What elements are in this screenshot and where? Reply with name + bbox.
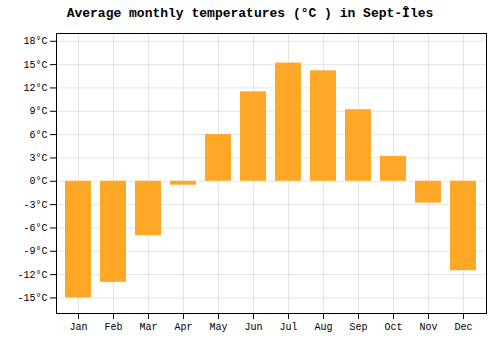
svg-text:Aug: Aug bbox=[314, 322, 332, 333]
svg-text:Apr: Apr bbox=[174, 322, 192, 333]
svg-text:-6°C: -6°C bbox=[23, 223, 47, 234]
svg-text:Dec: Dec bbox=[454, 322, 472, 333]
svg-text:Nov: Nov bbox=[419, 322, 437, 333]
svg-text:15°C: 15°C bbox=[23, 60, 47, 71]
svg-text:Oct: Oct bbox=[384, 322, 402, 333]
svg-text:May: May bbox=[209, 322, 227, 333]
svg-text:-3°C: -3°C bbox=[23, 200, 47, 211]
svg-text:-9°C: -9°C bbox=[23, 246, 47, 257]
svg-text:12°C: 12°C bbox=[23, 83, 47, 94]
html-text:Average monthly temperatures (: Average monthly temperatures (°C ) in Se… bbox=[66, 6, 434, 21]
svg-text:18°C: 18°C bbox=[23, 36, 47, 47]
svg-text:-12°C: -12°C bbox=[17, 270, 47, 281]
svg-text:Feb: Feb bbox=[104, 322, 122, 333]
svg-text:Sep: Sep bbox=[349, 322, 367, 333]
svg-text:Jul: Jul bbox=[279, 322, 297, 333]
svg-text:9°C: 9°C bbox=[29, 106, 47, 117]
svg-text:-15°C: -15°C bbox=[17, 293, 47, 304]
svg-text:Jan: Jan bbox=[69, 322, 87, 333]
svg-text:3°C: 3°C bbox=[29, 153, 47, 164]
svg-text:0°C: 0°C bbox=[29, 176, 47, 187]
svg-text:Mar: Mar bbox=[139, 322, 157, 333]
svg-text:Jun: Jun bbox=[244, 322, 262, 333]
svg-text:6°C: 6°C bbox=[29, 130, 47, 141]
